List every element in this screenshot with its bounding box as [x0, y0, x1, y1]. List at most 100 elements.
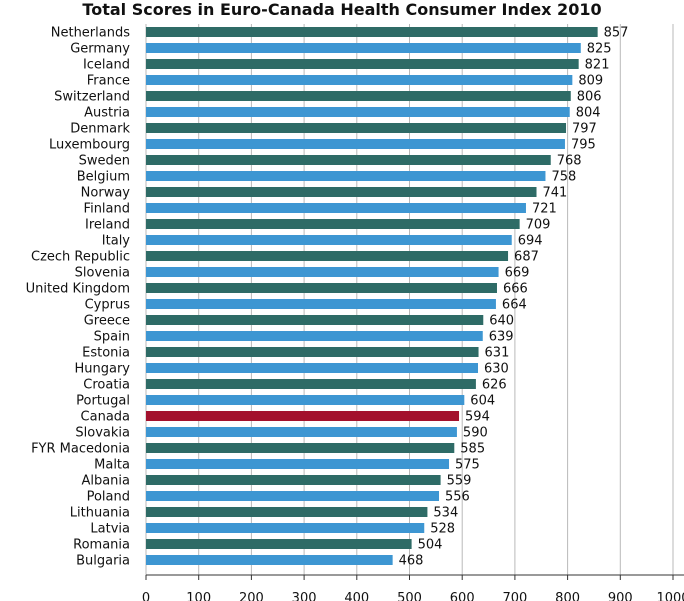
- category-label: Finland: [84, 202, 130, 217]
- x-tick-label: 1000: [656, 591, 684, 601]
- value-label: 585: [460, 442, 485, 457]
- value-label: 556: [445, 490, 470, 505]
- x-tick-label: 0: [142, 591, 150, 601]
- value-label: 640: [489, 314, 514, 329]
- value-label: 768: [557, 154, 582, 169]
- bar: [146, 187, 537, 197]
- bar: [146, 507, 428, 517]
- category-label: Portugal: [76, 394, 130, 409]
- value-label: 559: [447, 474, 472, 489]
- value-label: 687: [514, 250, 539, 265]
- chart-title: Total Scores in Euro-Canada Health Consu…: [82, 0, 602, 19]
- bar: [146, 379, 476, 389]
- bar: [146, 251, 509, 261]
- bar: [146, 491, 440, 501]
- bar: [146, 107, 570, 117]
- bar: [146, 171, 546, 181]
- x-tick-label: 400: [344, 591, 369, 601]
- value-label: 804: [576, 106, 601, 121]
- bar: [146, 27, 598, 37]
- x-tick-label: 600: [450, 591, 475, 601]
- category-label: Greece: [84, 314, 130, 329]
- bar: [146, 411, 460, 421]
- bar: [146, 299, 496, 309]
- bar: [146, 91, 571, 101]
- category-label: Iceland: [83, 58, 130, 73]
- bar: [146, 475, 441, 485]
- bar: [146, 555, 393, 565]
- category-label: Poland: [87, 490, 130, 505]
- category-label: Albania: [81, 474, 130, 489]
- bar: [146, 347, 479, 357]
- value-label: 575: [455, 458, 480, 473]
- category-label: Romania: [73, 538, 130, 553]
- value-label: 809: [578, 74, 603, 89]
- category-label: Estonia: [82, 346, 130, 361]
- bar: [146, 123, 567, 133]
- bar: [146, 315, 484, 325]
- category-label: Ireland: [85, 218, 130, 233]
- value-label: 626: [482, 378, 507, 393]
- category-label: Czech Republic: [31, 250, 130, 265]
- category-label: Denmark: [70, 122, 130, 137]
- x-tick-label: 100: [186, 591, 211, 601]
- category-label: Canada: [81, 410, 130, 425]
- value-label: 821: [585, 58, 610, 73]
- value-label: 664: [502, 298, 527, 313]
- category-label: Slovakia: [75, 426, 130, 441]
- category-label: Austria: [84, 106, 130, 121]
- value-label: 797: [572, 122, 597, 137]
- bar: [146, 43, 581, 53]
- value-label: 669: [505, 266, 530, 281]
- category-label: Belgium: [77, 170, 130, 185]
- bar: [146, 155, 551, 165]
- value-label: 528: [430, 522, 455, 537]
- category-label: Germany: [70, 42, 130, 57]
- value-label: 741: [543, 186, 568, 201]
- category-label: Cyprus: [85, 298, 131, 313]
- bar: [146, 267, 499, 277]
- value-label: 604: [470, 394, 495, 409]
- bar: [146, 235, 512, 245]
- category-label: France: [87, 74, 130, 89]
- value-label: 594: [465, 410, 490, 425]
- bar: [146, 395, 465, 405]
- category-label: Switzerland: [54, 90, 130, 105]
- category-label: Sweden: [79, 154, 130, 169]
- category-label: Netherlands: [51, 26, 130, 41]
- bar: [146, 139, 565, 149]
- value-label: 694: [518, 234, 543, 249]
- bar: [146, 539, 412, 549]
- bar: [146, 443, 455, 453]
- bar: [146, 283, 497, 293]
- category-label: United Kingdom: [26, 282, 130, 297]
- bar: [146, 427, 457, 437]
- value-label: 709: [526, 218, 551, 233]
- value-label: 534: [433, 506, 458, 521]
- category-label: Malta: [94, 458, 130, 473]
- value-label: 721: [532, 202, 557, 217]
- x-tick-label: 200: [239, 591, 264, 601]
- value-label: 631: [485, 346, 510, 361]
- category-label: Luxembourg: [49, 138, 130, 153]
- bar: [146, 75, 573, 85]
- category-label: Lithuania: [70, 506, 130, 521]
- value-label: 590: [463, 426, 488, 441]
- value-label: 825: [587, 42, 612, 57]
- value-label: 806: [577, 90, 602, 105]
- bar: [146, 331, 483, 341]
- value-label: 666: [503, 282, 528, 297]
- value-label: 468: [399, 554, 424, 569]
- x-tick-label: 700: [502, 591, 527, 601]
- x-tick-label: 300: [292, 591, 317, 601]
- value-label: 639: [489, 330, 514, 345]
- value-label: 795: [571, 138, 596, 153]
- category-label: Bulgaria: [76, 554, 130, 569]
- value-label: 504: [418, 538, 443, 553]
- x-tick-label: 500: [397, 591, 422, 601]
- category-label: Spain: [94, 330, 130, 345]
- value-label: 630: [484, 362, 509, 377]
- value-label: 857: [604, 26, 629, 41]
- bar: [146, 523, 425, 533]
